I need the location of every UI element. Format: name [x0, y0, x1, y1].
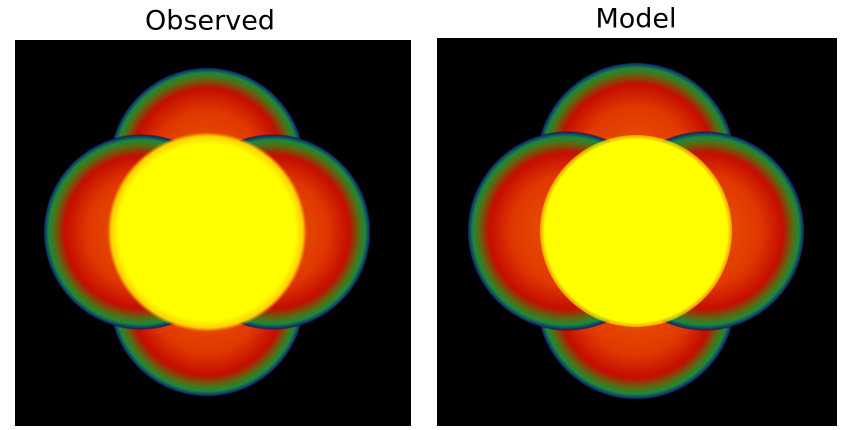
- panel-title: Observed: [145, 6, 275, 37]
- panel-title: Model: [595, 4, 676, 35]
- observed-image: [15, 40, 411, 426]
- core: [107, 132, 307, 332]
- model-image: [437, 38, 837, 426]
- figure: Observed Model: [0, 0, 850, 430]
- core: [540, 135, 732, 327]
